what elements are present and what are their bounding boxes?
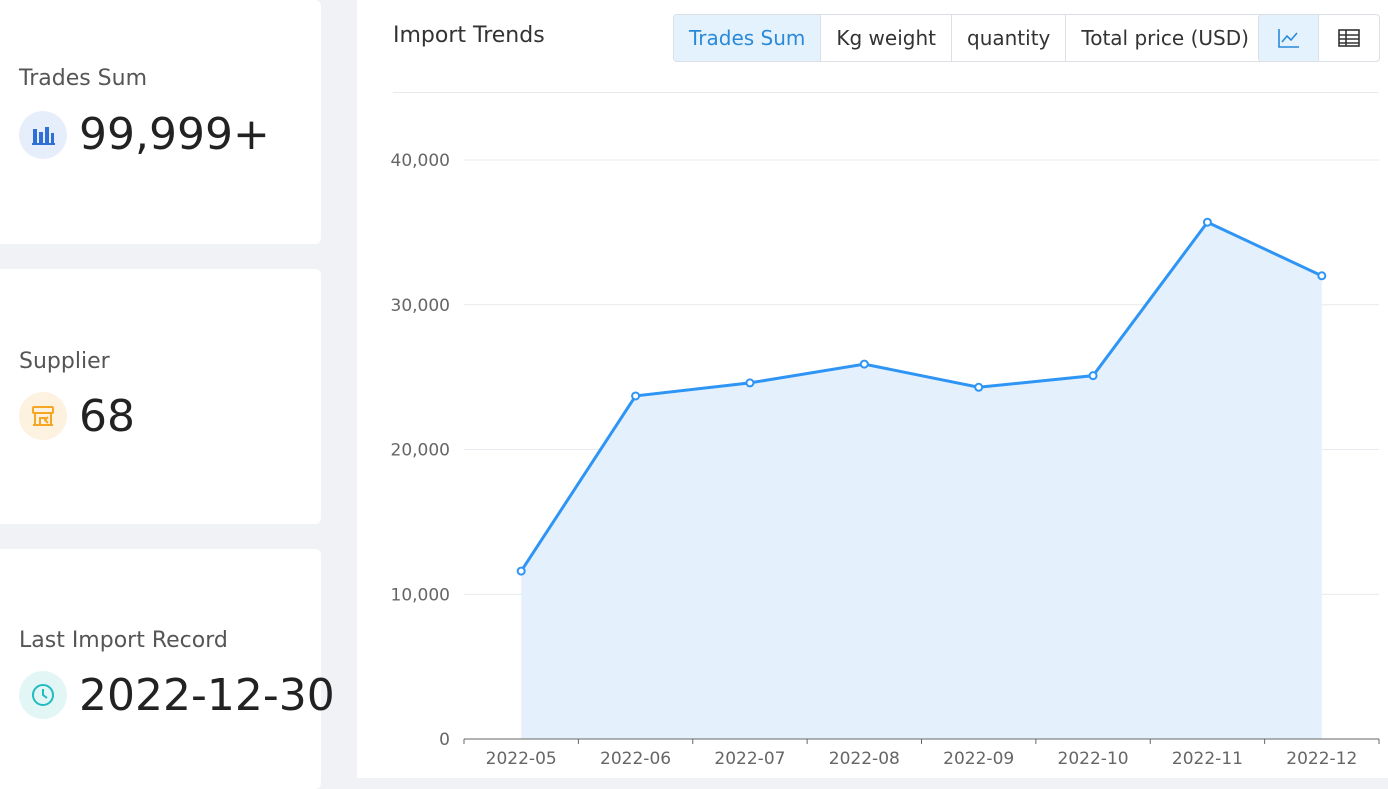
- data-point: [974, 382, 984, 392]
- panel-title: Import Trends: [393, 23, 545, 48]
- line-chart-view-button[interactable]: [1259, 15, 1319, 61]
- import-trends-chart: 0 10,000 20,000 30,000 40,000 2022-05 2022-06 2…: [391, 151, 1380, 769]
- trades-sum-card: Trades Sum 99,999+: [0, 0, 321, 244]
- tab-quantity[interactable]: quantity: [952, 15, 1067, 61]
- x-tick-label: 2022-12: [1286, 749, 1357, 769]
- supplier-card: Supplier 68: [0, 269, 321, 524]
- table-icon: [1338, 29, 1360, 47]
- header-divider: [393, 92, 1378, 93]
- y-tick-label: 30,000: [391, 296, 450, 316]
- series-area: [521, 222, 1322, 739]
- table-view-button[interactable]: [1319, 15, 1379, 61]
- x-tick-label: 2022-05: [486, 749, 557, 769]
- x-tick-label: 2022-09: [943, 749, 1014, 769]
- last-import-value: 2022-12-30: [79, 670, 335, 721]
- view-toggle-group: [1258, 14, 1380, 62]
- last-import-label: Last Import Record: [19, 628, 228, 653]
- data-point: [1202, 217, 1212, 227]
- tab-kg-weight[interactable]: Kg weight: [821, 15, 952, 61]
- x-tick-label: 2022-06: [600, 749, 671, 769]
- data-point: [516, 566, 526, 576]
- y-tick-label: 20,000: [391, 441, 450, 461]
- y-tick-label: 40,000: [391, 151, 450, 171]
- trades-sum-label: Trades Sum: [19, 66, 148, 91]
- y-tick-label: 10,000: [391, 585, 450, 605]
- data-point: [745, 378, 755, 388]
- data-point: [1088, 371, 1098, 381]
- data-point: [859, 359, 869, 369]
- line-chart-icon: [1277, 29, 1299, 48]
- last-import-card: Last Import Record 2022-12-30: [0, 549, 335, 789]
- data-point: [1317, 271, 1327, 281]
- import-trends-panel: Import Trends Trades Sum Kg weight quant…: [357, 0, 1388, 778]
- supplier-store-icon: [19, 392, 67, 440]
- tab-trades-sum[interactable]: Trades Sum: [674, 15, 822, 61]
- trades-sum-value: 99,999+: [79, 109, 270, 160]
- data-point: [631, 391, 641, 401]
- x-tick-label: 2022-07: [714, 749, 785, 769]
- series-line: [519, 220, 1323, 572]
- supplier-value: 68: [79, 391, 135, 442]
- x-tick-label: 2022-10: [1058, 749, 1129, 769]
- y-tick-label: 0: [439, 730, 450, 750]
- metric-tab-group: Trades Sum Kg weight quantity Total pric…: [673, 14, 1265, 62]
- clock-icon: [19, 671, 67, 719]
- tab-total-price[interactable]: Total price (USD): [1081, 26, 1249, 50]
- bar-chart-icon: [19, 111, 67, 159]
- supplier-label: Supplier: [19, 349, 110, 374]
- x-tick-label: 2022-08: [829, 749, 900, 769]
- x-tick-label: 2022-11: [1172, 749, 1243, 769]
